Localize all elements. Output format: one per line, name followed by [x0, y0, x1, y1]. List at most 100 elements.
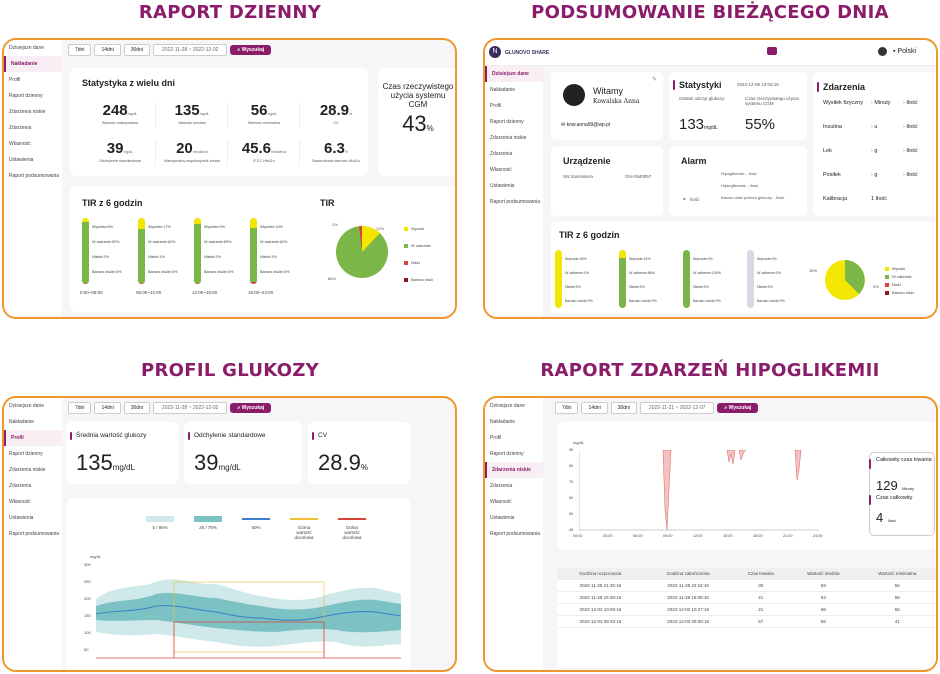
- tir-bar-label: Bardzo niskie:0%: [565, 299, 593, 303]
- nav-today[interactable]: Dzisiejsze dane: [9, 45, 45, 51]
- nav-today[interactable]: Dzisiejsze dane: [9, 403, 45, 409]
- date-range-picker[interactable]: 2022-11-21 ~ 2022-12-07: [639, 402, 715, 414]
- hypo-event-3: [738, 450, 747, 461]
- nav-summary[interactable]: Raport podsumowania: [9, 173, 60, 179]
- btn-7days[interactable]: 7dni: [555, 402, 579, 414]
- mean-title: Średnia wartość glukozy: [76, 432, 147, 439]
- x-tick: 03:00: [603, 534, 613, 538]
- nav-profile[interactable]: Profil: [4, 430, 62, 446]
- nav-settings[interactable]: Ustawienia: [490, 183, 515, 189]
- panel-summary: N GLUNOVO SHARE ▪ Polski Dzisiejsze dane…: [483, 38, 938, 319]
- table-cell: 2022-11-28 22:15:16: [643, 579, 733, 592]
- nav-ownership[interactable]: Własność: [9, 141, 31, 147]
- tir-bar-label: Bardzo niskie:0%: [757, 299, 785, 303]
- sd-value: 39: [194, 450, 219, 475]
- stat-unit: mg/dL: [199, 112, 210, 116]
- btn-7days[interactable]: 7dni: [68, 402, 92, 414]
- nav-ownership[interactable]: Własność: [9, 499, 31, 505]
- stat-value: 56: [250, 102, 268, 119]
- nav-profile[interactable]: Profil: [490, 103, 502, 109]
- btn-14days[interactable]: 14dni: [94, 44, 121, 56]
- sd-unit: mg/dL: [218, 463, 241, 472]
- alarm-card: Alarm - Ilość Hipoglikemia: - Ilość Hipe…: [669, 146, 807, 216]
- nav-overlay[interactable]: Nakładanie: [490, 419, 516, 425]
- hypo-event-2: [726, 450, 736, 465]
- tir-bar-label: Niskie:0%: [693, 285, 709, 289]
- search-button[interactable]: ⌕ Wyszukaj: [230, 403, 272, 413]
- nav-low-events[interactable]: Zdarzenia niskie: [490, 135, 527, 141]
- tir-bar-label: W zakresie:82%: [148, 240, 176, 244]
- table-cell: 63: [789, 591, 858, 604]
- btn-30days[interactable]: 30dni: [123, 44, 150, 56]
- nav-low-events[interactable]: Zdarzenia niskie: [9, 467, 46, 473]
- x-tick: 15:00: [723, 534, 733, 538]
- stat-label: Wartość maksymalna: [101, 121, 139, 125]
- welcome-card: Witamy Kowalska Anna ✎ ✉ kow.anna99@wp.p…: [551, 72, 663, 140]
- table-cell: 65: [857, 603, 936, 616]
- nav-low-events[interactable]: Zdarzenia niskie: [485, 462, 543, 478]
- tir-bar: [555, 250, 562, 308]
- chat-icon[interactable]: [767, 47, 777, 55]
- tir-bar: [138, 218, 145, 284]
- sidebar: Dzisiejsze dane Nakładanie Profil Raport…: [485, 398, 543, 670]
- column-header: Wartość minimalna: [857, 568, 936, 580]
- y-tick: 250: [84, 579, 91, 584]
- y-unit: mg/dL: [90, 554, 102, 559]
- nav-profile[interactable]: Profil: [9, 77, 21, 83]
- total-duration-value: 129: [876, 478, 898, 493]
- nav-low-events[interactable]: Zdarzenia niskie: [9, 109, 46, 115]
- nav-events[interactable]: Zdarzenia: [490, 151, 513, 157]
- btn-14days[interactable]: 14dni: [581, 402, 608, 414]
- date-range-picker[interactable]: 2022-11-28 ~ 2022-12-02: [152, 44, 228, 56]
- multi-day-stats-card: Statystyka z wielu dni 248mg/dL Wartość m…: [70, 68, 368, 176]
- language-select[interactable]: ▪ Polski: [893, 48, 917, 55]
- nav-overlay[interactable]: Nakładanie: [490, 87, 516, 93]
- cv-card: CV 28.9%: [308, 422, 410, 484]
- nav-today[interactable]: Dzisiejsze dane: [490, 403, 526, 409]
- nav-ownership[interactable]: Własność: [490, 167, 512, 173]
- table-cell: 2022-12-02 10:27:16: [643, 603, 733, 616]
- event-row: Lek - g- Ilość: [823, 148, 918, 154]
- search-button[interactable]: ⌕ Wyszukaj: [230, 45, 272, 55]
- tir-period-label: 0:00~06:00: [80, 290, 103, 295]
- y-unit: mg/dL: [573, 440, 585, 445]
- stat-label: CV: [333, 121, 339, 125]
- user-icon[interactable]: [878, 47, 887, 56]
- nav-ownership[interactable]: Własność: [490, 499, 512, 505]
- nav-profile[interactable]: Profil: [490, 435, 502, 441]
- y-tick: 80: [569, 464, 574, 468]
- search-label: Wyszukaj: [241, 47, 265, 53]
- nav-events[interactable]: Zdarzenia: [490, 483, 513, 489]
- btn-7days[interactable]: 7dni: [68, 44, 92, 56]
- nav-settings[interactable]: Ustawienia: [9, 515, 34, 521]
- nav-settings[interactable]: Ustawienia: [490, 515, 515, 521]
- nav-daily[interactable]: Raport dzienny: [490, 451, 524, 457]
- nav-daily[interactable]: Raport dzienny: [9, 93, 43, 99]
- date-range-picker[interactable]: 2022-11-28 ~ 2022-12-02: [152, 402, 228, 414]
- nav-daily[interactable]: Raport dzienny: [490, 119, 524, 125]
- nav-summary[interactable]: Raport podsumowania: [490, 531, 541, 537]
- nav-summary[interactable]: Raport podsumowania: [490, 199, 541, 205]
- nav-overlay[interactable]: Nakładanie: [4, 56, 62, 72]
- tir-period-label: 06:00~12:00: [136, 290, 162, 295]
- btn-30days[interactable]: 30dni: [123, 402, 150, 414]
- nav-events[interactable]: Zdarzenia: [9, 483, 32, 489]
- x-tick: 12:00: [693, 534, 703, 538]
- tir-period-label: 12:00~18:00: [192, 290, 218, 295]
- event-row: Posiłek - g- Ilość: [823, 172, 918, 178]
- btn-30days[interactable]: 30dni: [610, 402, 637, 414]
- tir-bar-label: Niskie:0%: [629, 285, 645, 289]
- search-button[interactable]: ⌕ Wyszukaj: [717, 403, 759, 413]
- edit-icon[interactable]: ✎: [651, 77, 657, 83]
- nav-daily[interactable]: Raport dzienny: [9, 451, 43, 457]
- nav-overlay[interactable]: Nakładanie: [9, 419, 35, 425]
- nav-summary[interactable]: Raport podsumowania: [9, 531, 60, 537]
- y-tick: 50: [569, 512, 574, 516]
- tir-bar-label: Bardzo niskie:0%: [204, 270, 234, 274]
- stat-item: 135mg/dL Wartość średnia: [158, 102, 228, 128]
- y-tick: 60: [569, 496, 574, 500]
- nav-today[interactable]: Dzisiejsze dane: [485, 66, 543, 82]
- btn-14days[interactable]: 14dni: [94, 402, 121, 414]
- nav-events[interactable]: Zdarzenia: [9, 125, 32, 131]
- nav-settings[interactable]: Ustawienia: [9, 157, 34, 163]
